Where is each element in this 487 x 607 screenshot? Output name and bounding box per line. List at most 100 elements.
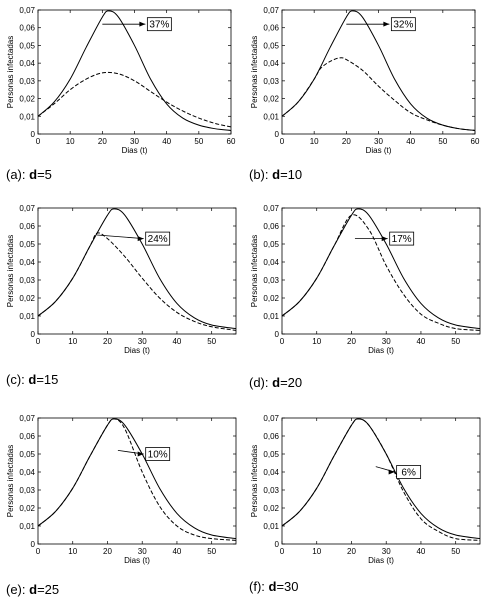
chart-svg: 0 0,01 0,02 0,03 0,04 0,05 0,06 0,07 0 10 20 30 40 50… bbox=[250, 414, 481, 565]
x-axis-label: Dias (t) bbox=[368, 346, 394, 355]
caption-param: d bbox=[29, 167, 38, 182]
y-tick-label: 0,04 bbox=[19, 258, 35, 267]
x-tick-label: 50 bbox=[207, 547, 216, 556]
y-axis-label: Personas infectadas bbox=[250, 235, 259, 308]
x-tick-label: 10 bbox=[310, 137, 319, 146]
arrow-head-icon bbox=[381, 236, 388, 242]
caption-prefix: (e): bbox=[6, 582, 30, 597]
y-tick-label: 0,02 bbox=[263, 95, 279, 104]
y-tick-label: 0,02 bbox=[263, 504, 279, 513]
series-line-solid bbox=[282, 10, 475, 131]
annotation-box bbox=[145, 447, 171, 461]
series-line-dashed bbox=[38, 418, 236, 541]
y-tick-label: 0,04 bbox=[263, 59, 279, 68]
y-tick-label: 0,07 bbox=[19, 6, 35, 15]
y-tick-label: 0,03 bbox=[263, 486, 279, 495]
x-tick-label: 60 bbox=[227, 137, 236, 146]
caption-param: d bbox=[28, 372, 37, 387]
y-axis-label: Personas infectadas bbox=[250, 445, 259, 518]
x-axis-label: Dias (t) bbox=[124, 556, 150, 565]
x-axis-label: Dias (t) bbox=[122, 146, 148, 155]
x-tick-label: 20 bbox=[103, 547, 112, 556]
y-tick-label: 0,01 bbox=[19, 312, 35, 321]
chart-svg: 0 0,01 0,02 0,03 0,04 0,05 0,06 0,07 0 10 20 30 40 50… bbox=[250, 204, 481, 355]
panel-caption: (c): d=15 bbox=[6, 372, 58, 387]
y-tick-label: 0,02 bbox=[19, 294, 35, 303]
chart-panel-a: 0 0,01 0,02 0,03 0,04 0,05 0,06 0,07 0 10 20 30 40 50… bbox=[0, 0, 240, 165]
y-tick-label: 0 bbox=[31, 540, 36, 549]
annotation-box bbox=[390, 17, 416, 32]
annotation-box bbox=[396, 465, 422, 479]
y-tick-label: 0,02 bbox=[19, 95, 35, 104]
y-tick-label: 0,01 bbox=[263, 522, 279, 531]
x-tick-label: 10 bbox=[312, 547, 321, 556]
panel-caption: (e): d=25 bbox=[6, 582, 59, 597]
x-tick-label: 30 bbox=[138, 547, 147, 556]
panel-caption: (a): d=5 bbox=[6, 167, 52, 182]
series-line-dashed bbox=[38, 71, 231, 128]
x-tick-label: 30 bbox=[138, 337, 147, 346]
caption-prefix: (b): bbox=[249, 167, 273, 182]
y-tick-label: 0,01 bbox=[263, 312, 279, 321]
panel-caption: (d): d=20 bbox=[249, 375, 302, 390]
y-tick-label: 0,06 bbox=[263, 24, 279, 33]
x-tick-label: 0 bbox=[36, 337, 41, 346]
caption-param: d bbox=[29, 582, 38, 597]
y-tick-label: 0,06 bbox=[19, 222, 35, 231]
plot-frame bbox=[281, 207, 481, 335]
y-tick-label: 0,03 bbox=[263, 276, 279, 285]
y-tick-label: 0,02 bbox=[263, 294, 279, 303]
x-tick-label: 50 bbox=[194, 137, 203, 146]
x-tick-label: 40 bbox=[172, 547, 181, 556]
annotation-box bbox=[389, 231, 415, 246]
chart-panel-d: 0 0,01 0,02 0,03 0,04 0,05 0,06 0,07 0 10 20 30 40 50… bbox=[244, 198, 487, 363]
panel-caption: (f): d=30 bbox=[249, 579, 299, 594]
x-tick-label: 0 bbox=[36, 137, 41, 146]
plot-frame bbox=[37, 9, 232, 135]
caption-value: =5 bbox=[37, 167, 52, 182]
x-tick-label: 10 bbox=[312, 337, 321, 346]
y-tick-label: 0,04 bbox=[19, 59, 35, 68]
annotation-arrow bbox=[97, 234, 144, 239]
caption-prefix: (f): bbox=[249, 579, 269, 594]
x-tick-label: 30 bbox=[130, 137, 139, 146]
y-tick-label: 0,05 bbox=[263, 450, 279, 459]
y-tick-label: 0 bbox=[275, 130, 280, 139]
chart-panel-b: 0 0,01 0,02 0,03 0,04 0,05 0,06 0,07 0 10 20 30 40 50… bbox=[244, 0, 487, 165]
x-tick-label: 10 bbox=[66, 137, 75, 146]
x-tick-label: 10 bbox=[68, 547, 77, 556]
y-tick-label: 0,05 bbox=[19, 240, 35, 249]
x-tick-label: 50 bbox=[451, 547, 460, 556]
caption-param: d bbox=[268, 579, 277, 594]
annotation-label: 17% bbox=[392, 234, 412, 245]
x-tick-label: 20 bbox=[342, 137, 351, 146]
annotation-box bbox=[145, 231, 171, 246]
x-tick-label: 20 bbox=[347, 547, 356, 556]
x-tick-label: 20 bbox=[98, 137, 107, 146]
x-tick-label: 30 bbox=[382, 547, 391, 556]
caption-prefix: (a): bbox=[6, 167, 30, 182]
y-tick-label: 0,01 bbox=[19, 522, 35, 531]
y-tick-label: 0,07 bbox=[19, 414, 35, 423]
x-tick-label: 30 bbox=[374, 137, 383, 146]
chart-svg: 0 0,01 0,02 0,03 0,04 0,05 0,06 0,07 0 10 20 30 40 50… bbox=[6, 204, 237, 355]
y-tick-label: 0,05 bbox=[19, 450, 35, 459]
y-tick-label: 0,06 bbox=[19, 24, 35, 33]
x-tick-label: 10 bbox=[68, 337, 77, 346]
y-tick-label: 0,06 bbox=[19, 432, 35, 441]
arrow-head-icon bbox=[137, 451, 144, 457]
y-tick-label: 0,03 bbox=[19, 276, 35, 285]
x-axis-label: Dias (t) bbox=[124, 346, 150, 355]
x-tick-label: 50 bbox=[438, 137, 447, 146]
arrow-head-icon bbox=[388, 469, 395, 475]
y-tick-label: 0,06 bbox=[263, 432, 279, 441]
x-tick-label: 50 bbox=[451, 337, 460, 346]
caption-param: d bbox=[272, 167, 281, 182]
y-tick-label: 0 bbox=[31, 330, 36, 339]
annotation-box bbox=[146, 17, 172, 32]
y-tick-label: 0,01 bbox=[263, 112, 279, 121]
series-line-solid bbox=[38, 418, 236, 540]
series-line-solid bbox=[282, 208, 480, 330]
series-line-dashed bbox=[282, 57, 475, 131]
series-line-solid bbox=[38, 10, 231, 131]
